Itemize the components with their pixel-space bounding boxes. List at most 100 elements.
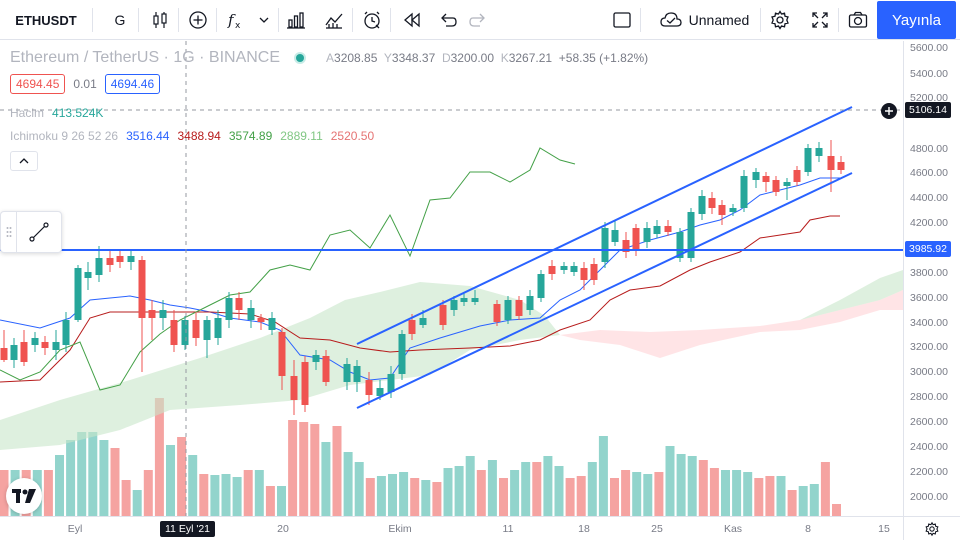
candle-body — [247, 308, 255, 320]
candle-body — [601, 228, 609, 262]
fullscreen-icon[interactable] — [608, 0, 636, 40]
candles-icon[interactable] — [146, 0, 174, 40]
chart-bars-icon[interactable] — [282, 0, 310, 40]
svg-text:x: x — [235, 21, 241, 31]
buy-price-button[interactable]: 4694.46 — [104, 74, 161, 94]
volume-bar — [776, 476, 786, 516]
candle-body — [537, 274, 545, 298]
sell-price-button[interactable]: 4694.45 — [10, 74, 66, 94]
volume-bar — [809, 484, 819, 516]
ichimoku-legend[interactable]: Ichimoku 9 26 52 26 3516.44 3488.94 3574… — [10, 129, 374, 143]
candle-body — [203, 320, 211, 340]
time-tick-label: Eyl — [67, 523, 83, 535]
chart-settings-icon[interactable] — [903, 516, 960, 540]
undo-icon[interactable] — [434, 0, 462, 40]
volume-bar — [143, 470, 153, 516]
volume-bar — [587, 462, 597, 516]
volume-bar — [55, 455, 64, 516]
candle-body — [353, 366, 361, 382]
price-tick-label: 3800.00 — [910, 267, 948, 279]
ohlc-values: A3208.85 Y3348.37 D3200.00 K3267.21 +58.… — [326, 51, 649, 65]
price-chart[interactable] — [0, 41, 903, 516]
market-status-dot[interactable] — [296, 54, 305, 62]
candle-body — [10, 345, 18, 360]
candle-body — [20, 342, 28, 362]
time-tick-label: 25 — [651, 523, 663, 535]
symbol-search[interactable]: ETHUSDT — [15, 12, 77, 28]
candle-body — [837, 162, 845, 170]
add-plus-icon[interactable] — [881, 103, 897, 119]
candle-body — [493, 304, 501, 322]
volume-bar — [232, 477, 242, 516]
symbol-title[interactable]: Ethereum / TetherUS · 1G · BINANCE — [10, 49, 281, 66]
publish-button[interactable]: Yayınla — [877, 1, 956, 39]
candle-body — [783, 182, 791, 186]
volume-bar — [254, 470, 264, 516]
trend-line-tool-icon[interactable] — [17, 220, 61, 244]
volume-bar — [754, 478, 764, 516]
candle-body — [74, 268, 82, 320]
chart-type-icon[interactable] — [320, 0, 348, 40]
candle-body — [214, 318, 222, 338]
volume-bar — [299, 422, 309, 516]
candle-body — [762, 176, 770, 182]
candle-body — [515, 300, 523, 316]
chevron-up-icon — [19, 158, 29, 164]
redo-icon[interactable] — [464, 0, 492, 40]
price-tick-label: 4800.00 — [910, 143, 948, 155]
volume-bar — [243, 470, 253, 516]
toolbar-divider — [390, 8, 391, 32]
candlesticks — [0, 140, 845, 415]
replay-icon[interactable] — [398, 0, 426, 40]
price-scale[interactable]: 5600.00 5400.00 5200.00 4800.00 4600.00 4400.… — [903, 41, 960, 516]
candle-body — [159, 310, 167, 318]
camera-icon[interactable] — [844, 0, 872, 40]
volume-bar — [554, 466, 564, 516]
price-tick-label: 3000.00 — [910, 366, 948, 378]
candle-body — [772, 180, 780, 192]
time-scale[interactable]: Eyl 20 Ekim 11 18 25 Kas 8 15 11 Eyl '21 — [0, 516, 903, 540]
volume-bar — [765, 476, 775, 516]
candle-body — [632, 228, 640, 250]
volume-bar — [177, 437, 187, 516]
add-indicator-icon[interactable] — [184, 0, 212, 40]
candle-body — [622, 240, 630, 252]
collapse-legend-button[interactable] — [10, 151, 38, 171]
volume-bar — [676, 454, 686, 516]
tv-logo[interactable] — [6, 478, 42, 514]
volume-bar — [543, 456, 553, 516]
candle-body — [815, 148, 823, 156]
volume-bar — [621, 470, 631, 516]
candle-body — [343, 364, 351, 382]
candle-body — [192, 320, 200, 338]
toolbar-divider — [216, 8, 217, 32]
volume-bar — [188, 455, 198, 516]
volume-bar — [687, 456, 697, 516]
candle-body — [365, 380, 373, 395]
volume-bar — [66, 440, 76, 516]
expand-icon[interactable] — [806, 0, 834, 40]
interval-button[interactable]: G — [114, 12, 126, 28]
chevron-down-icon[interactable] — [254, 0, 274, 40]
volume-bar — [376, 476, 386, 516]
candle-body — [439, 305, 447, 325]
time-tick-label: 18 — [578, 523, 590, 535]
drag-handle-icon[interactable] — [1, 212, 17, 252]
volume-bar — [88, 432, 98, 516]
settings-icon[interactable] — [766, 0, 794, 40]
volume-bar — [365, 478, 375, 516]
toolbar-divider — [178, 8, 179, 32]
volume-bar — [132, 490, 142, 516]
alert-icon[interactable] — [358, 0, 386, 40]
candle-body — [0, 348, 8, 360]
floating-drawing-toolbar[interactable] — [0, 211, 62, 253]
volume-bar — [454, 466, 464, 516]
candle-body — [235, 298, 243, 310]
candle-body — [31, 338, 39, 345]
chart-pane[interactable]: Ethereum / TetherUS · 1G · BINANCE A3208… — [0, 41, 903, 516]
layout-name-button[interactable]: Unnamed — [644, 0, 764, 40]
price-tick-label: 2600.00 — [910, 416, 948, 428]
time-tick-label: 11 — [502, 523, 514, 535]
volume-legend[interactable]: Hacim 413.524K — [10, 106, 103, 120]
